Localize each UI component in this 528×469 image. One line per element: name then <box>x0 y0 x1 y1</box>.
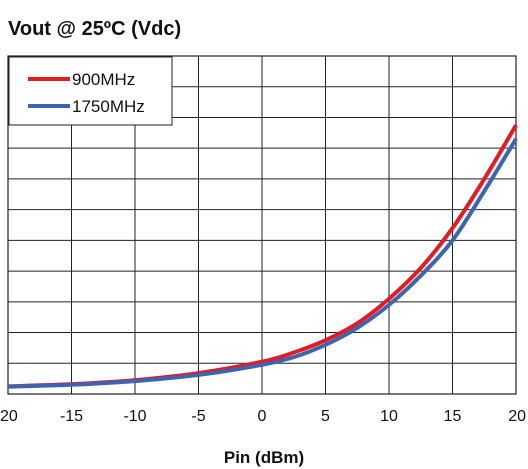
x-tick-label: 20 <box>0 408 18 425</box>
x-tick-label: 10 <box>380 408 398 425</box>
x-tick-label: -15 <box>60 408 83 425</box>
series-line-1750mhz <box>7 137 518 389</box>
x-axis-label: Pin (dBm) <box>224 448 304 467</box>
x-tick-label: 20 <box>508 408 526 425</box>
x-tick-label: -10 <box>123 408 146 425</box>
x-tick-label: -5 <box>191 408 205 425</box>
legend-label-900mhz: 900MHz <box>72 70 135 89</box>
legend-label-1750mhz: 1750MHz <box>72 97 145 116</box>
legend: 900MHz 1750MHz <box>8 56 173 126</box>
x-tick-labels: 20 -15 -10 -5 0 5 10 15 20 <box>0 408 526 425</box>
x-tick-label: 0 <box>258 408 267 425</box>
legend-box <box>8 56 173 126</box>
chart-title: Vout @ 25ºC (Vdc) <box>8 18 182 40</box>
series-lines <box>7 124 518 389</box>
x-tick-label: 15 <box>444 408 462 425</box>
x-tick-label: 5 <box>321 408 330 425</box>
